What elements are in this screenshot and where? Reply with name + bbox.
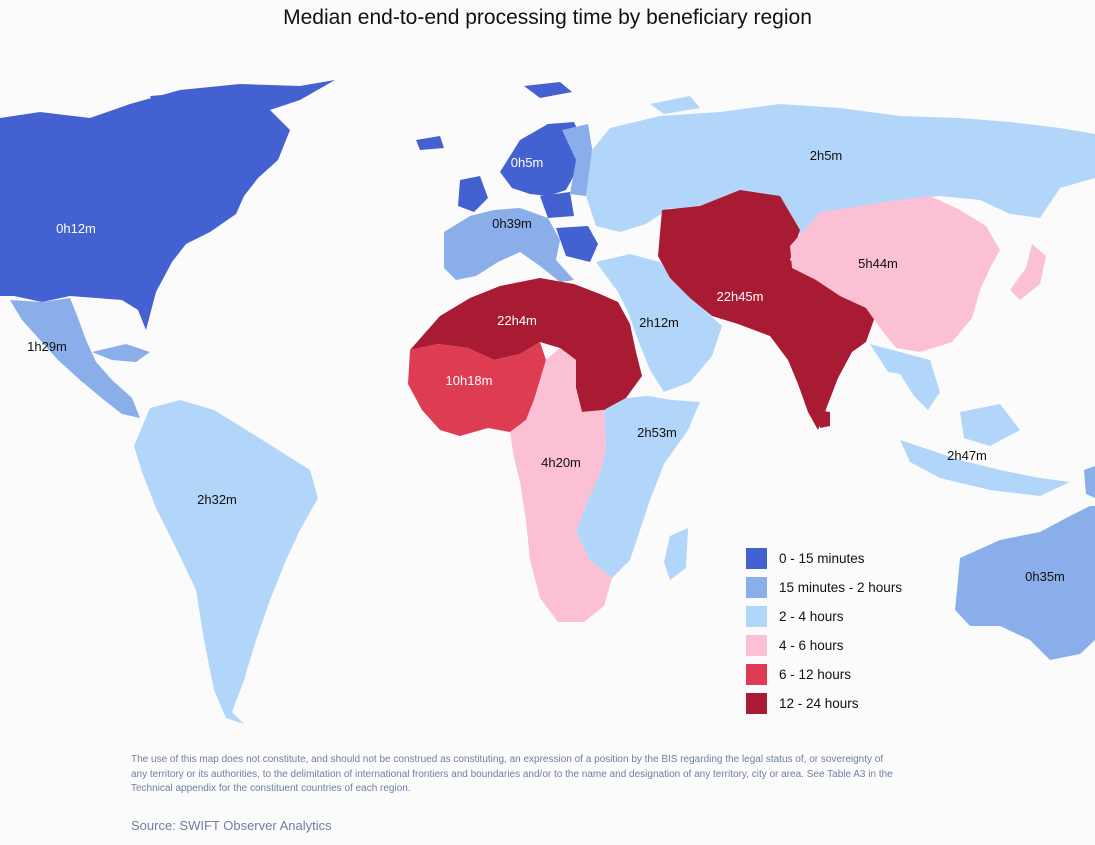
legend-swatch — [746, 577, 767, 598]
legend-swatch — [746, 606, 767, 627]
legend-swatch — [746, 693, 767, 714]
region-western-europe[interactable] — [444, 208, 574, 282]
region-southeast-asia[interactable] — [960, 404, 1020, 446]
region-middle-east[interactable] — [596, 254, 722, 392]
legend-label: 12 - 24 hours — [779, 696, 859, 711]
region-label-western-europe: 0h39m — [492, 216, 532, 231]
legend-item: 0 - 15 minutes — [746, 544, 902, 573]
region-label-east-asia: 5h44m — [858, 256, 898, 271]
source-note: Source: SWIFT Observer Analytics — [131, 818, 332, 833]
legend-label: 0 - 15 minutes — [779, 551, 865, 566]
legend-label: 4 - 6 hours — [779, 638, 844, 653]
region-north-america[interactable] — [150, 92, 215, 120]
region-north-africa[interactable] — [410, 278, 642, 412]
legend-item: 12 - 24 hours — [746, 689, 902, 718]
region-east-africa[interactable] — [664, 528, 688, 580]
legend-item: 15 minutes - 2 hours — [746, 573, 902, 602]
map-disclaimer: The use of this map does not constitute,… — [131, 754, 893, 794]
region-label-central-south-asia: 22h45m — [717, 289, 764, 304]
region-label-east-africa: 2h53m — [637, 425, 677, 440]
legend-swatch — [746, 635, 767, 656]
region-label-south-america: 2h32m — [197, 492, 237, 507]
region-east-africa[interactable] — [576, 396, 700, 578]
region-northern-europe[interactable] — [540, 192, 574, 218]
legend-label: 2 - 4 hours — [779, 609, 844, 624]
region-label-north-africa: 22h4m — [497, 313, 537, 328]
region-oceania[interactable] — [955, 506, 1095, 660]
legend-item: 6 - 12 hours — [746, 660, 902, 689]
region-western-europe[interactable] — [562, 124, 594, 196]
legend-item: 4 - 6 hours — [746, 631, 902, 660]
map-legend: 0 - 15 minutes 15 minutes - 2 hours 2 - … — [746, 544, 902, 718]
region-east-asia[interactable] — [790, 196, 1000, 352]
region-label-middle-east: 2h12m — [639, 315, 679, 330]
legend-swatch — [746, 664, 767, 685]
region-southeast-asia[interactable] — [900, 440, 1070, 496]
legend-swatch — [746, 548, 767, 569]
region-north-america[interactable] — [0, 80, 335, 330]
region-label-north-asia: 2h5m — [810, 148, 843, 163]
region-southern-central-africa[interactable] — [510, 348, 612, 622]
region-label-southeast-asia: 2h47m — [947, 448, 987, 463]
region-label-northern-europe: 0h5m — [511, 155, 544, 170]
region-label-north-america: 0h12m — [56, 221, 96, 236]
region-east-asia[interactable] — [1010, 244, 1046, 300]
region-north-asia[interactable] — [650, 96, 700, 114]
region-northern-europe[interactable] — [556, 226, 598, 262]
region-northern-europe[interactable] — [416, 136, 444, 150]
region-label-central-america: 1h29m — [27, 339, 67, 354]
legend-label: 6 - 12 hours — [779, 667, 852, 682]
region-west-africa[interactable] — [408, 342, 546, 436]
region-northern-europe[interactable] — [500, 122, 582, 196]
legend-label: 15 minutes - 2 hours — [779, 580, 903, 595]
region-label-southern-central-africa: 4h20m — [541, 455, 581, 470]
legend-item: 2 - 4 hours — [746, 602, 902, 631]
map-title: Median end-to-end processing time by ben… — [283, 6, 812, 29]
region-central-america[interactable] — [92, 344, 150, 362]
region-central-south-asia[interactable] — [818, 410, 830, 428]
region-label-west-africa: 10h18m — [446, 373, 493, 388]
region-northern-europe[interactable] — [458, 176, 488, 212]
region-northern-europe[interactable] — [524, 82, 572, 98]
region-south-america[interactable] — [134, 400, 318, 724]
region-southeast-asia[interactable] — [870, 344, 940, 410]
region-label-oceania: 0h35m — [1025, 569, 1065, 584]
region-oceania[interactable] — [1084, 466, 1095, 498]
region-central-america[interactable] — [10, 298, 140, 418]
region-central-south-asia[interactable] — [658, 190, 876, 430]
